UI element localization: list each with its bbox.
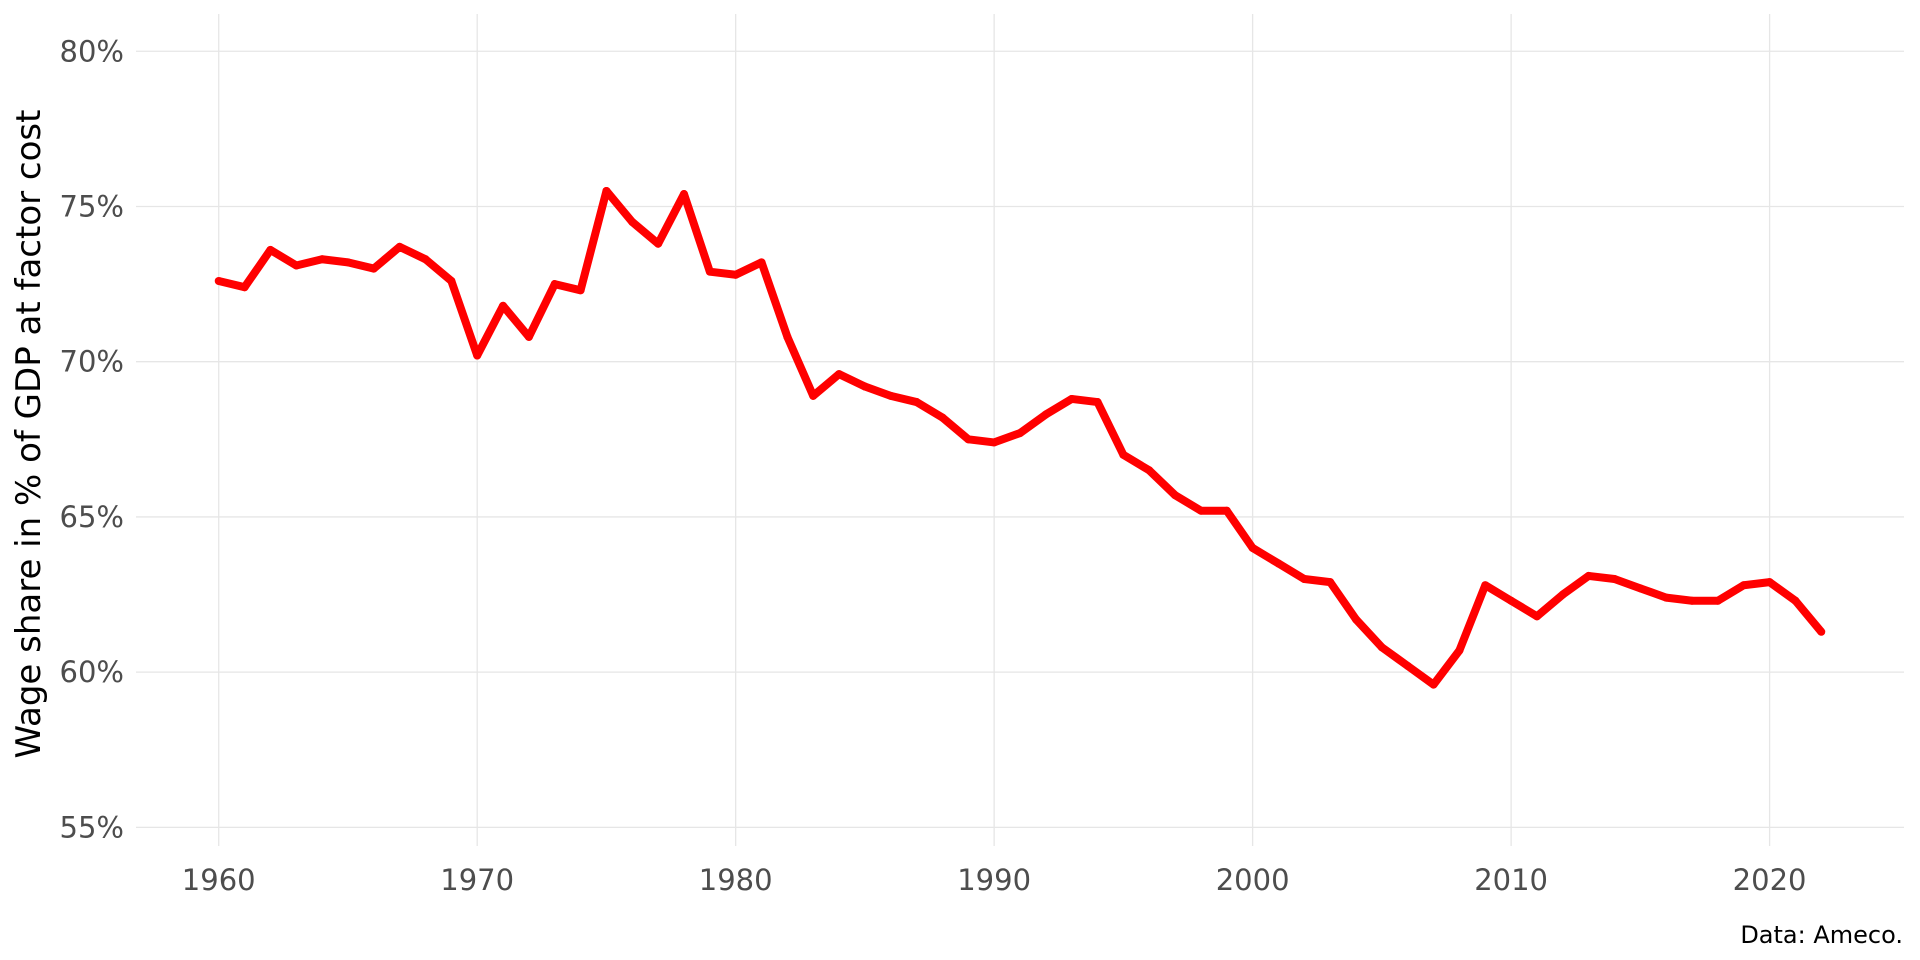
data-point-2014 — [1610, 575, 1619, 584]
data-point-1992 — [1041, 410, 1050, 419]
data-point-1985 — [860, 382, 869, 391]
data-point-2019 — [1739, 581, 1748, 590]
y-axis-title: Wage share in % of GDP at factor cost — [9, 110, 49, 759]
y-tick-label-60: 60% — [60, 655, 124, 689]
x-tick-label-2000: 2000 — [1216, 863, 1290, 897]
data-point-1993 — [1067, 394, 1076, 403]
data-point-1995 — [1119, 450, 1128, 459]
data-point-1964 — [318, 255, 327, 264]
data-point-1960 — [214, 276, 223, 285]
data-point-1969 — [447, 276, 456, 285]
data-point-2008 — [1455, 646, 1464, 655]
series-line-0 — [217, 186, 1825, 689]
data-point-1981 — [757, 258, 766, 267]
data-point-1980 — [731, 270, 740, 279]
data-point-2021 — [1791, 596, 1800, 605]
data-point-1998 — [1196, 506, 1205, 515]
series-layer — [214, 186, 1826, 689]
data-point-2004 — [1352, 615, 1361, 624]
data-point-1974 — [576, 286, 585, 295]
x-tick-label-1980: 1980 — [699, 863, 773, 897]
data-point-2010 — [1507, 596, 1516, 605]
data-point-2017 — [1688, 596, 1697, 605]
data-point-1971 — [499, 301, 508, 310]
data-point-1999 — [1222, 506, 1231, 515]
y-tick-label-55: 55% — [60, 810, 124, 844]
data-point-2013 — [1584, 571, 1593, 580]
data-point-2018 — [1713, 596, 1722, 605]
data-point-2022 — [1817, 627, 1826, 636]
data-point-2003 — [1326, 578, 1335, 587]
data-point-1966 — [369, 264, 378, 273]
x-tick-label-2010: 2010 — [1474, 863, 1548, 897]
data-point-1996 — [1145, 466, 1154, 475]
data-point-1975 — [602, 186, 611, 195]
data-point-2012 — [1558, 590, 1567, 599]
data-point-1972 — [524, 332, 533, 341]
data-point-1970 — [473, 351, 482, 360]
series-points-0 — [214, 186, 1826, 689]
x-axis-tick-labels: 1960 1970 1980 1990 2000 2010 2020 — [182, 863, 1807, 897]
vertical-gridlines — [218, 14, 1771, 846]
data-point-2000 — [1248, 543, 1257, 552]
data-point-1987 — [912, 398, 921, 407]
y-tick-label-70: 70% — [60, 345, 124, 379]
data-point-1988 — [938, 413, 947, 422]
y-tick-label-80: 80% — [60, 34, 124, 68]
x-tick-label-1990: 1990 — [957, 863, 1031, 897]
data-point-1984 — [835, 370, 844, 379]
data-point-2015 — [1636, 584, 1645, 593]
data-point-2002 — [1300, 575, 1309, 584]
data-point-1977 — [654, 239, 663, 248]
x-tick-label-2020: 2020 — [1733, 863, 1807, 897]
data-point-1973 — [550, 280, 559, 289]
data-point-1997 — [1171, 491, 1180, 500]
data-point-2001 — [1274, 559, 1283, 568]
data-point-1979 — [705, 267, 714, 276]
data-point-1963 — [292, 261, 301, 270]
data-point-2016 — [1662, 593, 1671, 602]
y-tick-label-65: 65% — [60, 500, 124, 534]
data-point-1983 — [809, 391, 818, 400]
data-point-1962 — [266, 245, 275, 254]
data-point-1965 — [343, 258, 352, 267]
data-source-caption: Data: Ameco. — [1740, 921, 1903, 949]
data-point-1982 — [783, 332, 792, 341]
data-point-2011 — [1532, 612, 1541, 621]
x-tick-label-1960: 1960 — [182, 863, 256, 897]
data-point-1994 — [1093, 398, 1102, 407]
data-point-1968 — [421, 255, 430, 264]
data-point-2006 — [1403, 661, 1412, 670]
y-tick-label-75: 75% — [60, 189, 124, 223]
horizontal-gridlines — [136, 50, 1904, 829]
data-point-1961 — [240, 283, 249, 292]
data-point-1990 — [990, 438, 999, 447]
data-point-2005 — [1377, 643, 1386, 652]
data-point-1989 — [964, 435, 973, 444]
x-tick-label-1970: 1970 — [440, 863, 514, 897]
y-axis-tick-labels: 55% 60% 65% 70% 75% 80% — [60, 34, 124, 844]
data-point-2020 — [1765, 578, 1774, 587]
data-point-1967 — [395, 242, 404, 251]
data-point-1976 — [628, 218, 637, 226]
data-point-1986 — [886, 391, 895, 400]
data-point-2007 — [1429, 680, 1438, 689]
data-point-1978 — [679, 190, 688, 199]
data-point-2009 — [1481, 581, 1490, 590]
data-point-1991 — [1016, 429, 1024, 438]
